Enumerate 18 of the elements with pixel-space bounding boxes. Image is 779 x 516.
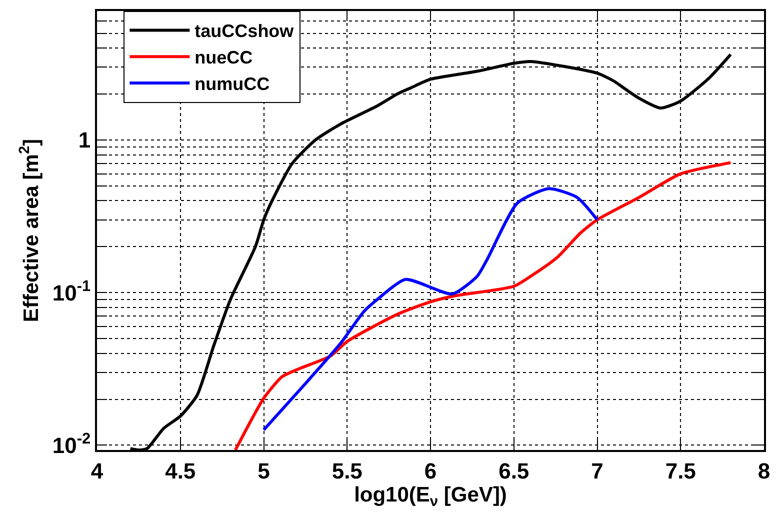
x-axis-title: log10(E$_{ν}$ [GeV]): [354, 483, 507, 510]
legend-label: numuCC: [194, 74, 270, 94]
x-tick-label: 4: [90, 458, 104, 484]
x-tick-label: 8: [758, 458, 770, 484]
x-tick-label: 6.5: [498, 458, 530, 484]
legend-label: tauCCshow: [194, 21, 295, 42]
x-tick-label: 7: [591, 458, 604, 484]
line-series: [234, 161, 732, 450]
y-tick-label: 10$^{-1}$: [52, 278, 92, 306]
y-tick-label: 10$^{-2}$: [52, 430, 91, 458]
x-tick-label: 5.5: [332, 458, 362, 484]
x-tick-label: 5: [258, 458, 270, 484]
line-series: [262, 187, 599, 432]
legend-label: nueCC: [194, 48, 253, 68]
y-tick-label: 1: [78, 128, 91, 153]
x-tick-label: 6: [424, 458, 437, 484]
x-tick-label: 4.5: [165, 458, 196, 484]
x-tick-label: 7.5: [665, 458, 696, 484]
